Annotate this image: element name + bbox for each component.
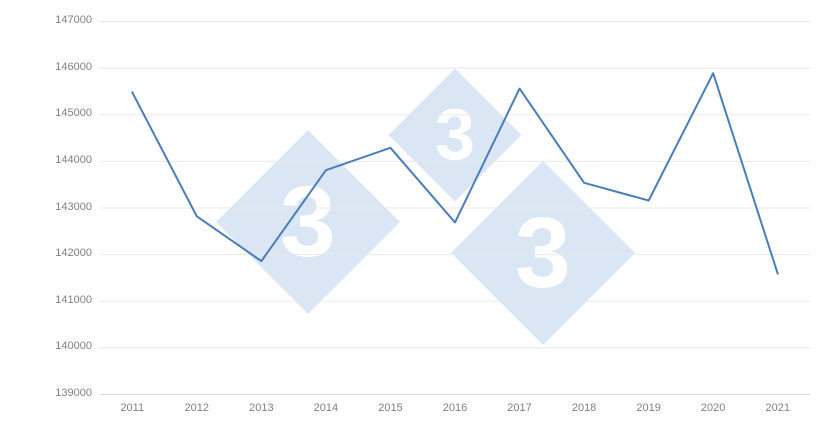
y-axis-tick-label: 147000 [55, 14, 92, 26]
x-axis-tick-label: 2013 [249, 402, 274, 414]
y-axis-tick-label: 141000 [55, 293, 92, 306]
x-axis-tick-label: 2015 [378, 402, 403, 414]
x-axis-tick-label: 2014 [313, 402, 339, 414]
x-axis-tick-label: 2016 [442, 402, 468, 414]
data-series-line [131, 72, 779, 275]
x-axis-tick-label: 2020 [700, 402, 726, 414]
x-axis-tick-label: 2019 [636, 402, 661, 414]
x-axis-tick-label: 2012 [184, 402, 210, 414]
y-axis-tick-label: 142000 [55, 247, 92, 260]
y-axis-tick-label: 140000 [55, 340, 92, 353]
gridlines [100, 21, 810, 395]
x-axis-tick-label: 2017 [507, 402, 532, 414]
x-axis-tick-label: 2021 [765, 402, 790, 414]
y-axis-tick-label: 145000 [55, 107, 92, 120]
y-axis-tick-label: 139000 [55, 387, 92, 399]
y-axis-tick-label: 144000 [55, 153, 92, 166]
y-axis-tick-label: 146000 [55, 60, 92, 73]
y-axis-tick-label: 143000 [55, 200, 92, 213]
x-axis-tick-label: 2018 [571, 402, 597, 414]
x-axis-tick-label: 2011 [120, 402, 145, 414]
